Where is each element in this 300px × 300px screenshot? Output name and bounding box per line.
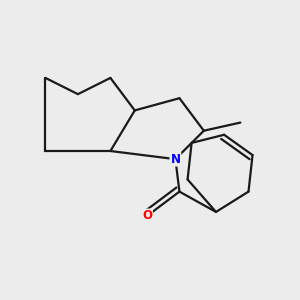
Text: O: O [142,209,152,223]
Text: N: N [170,153,180,166]
